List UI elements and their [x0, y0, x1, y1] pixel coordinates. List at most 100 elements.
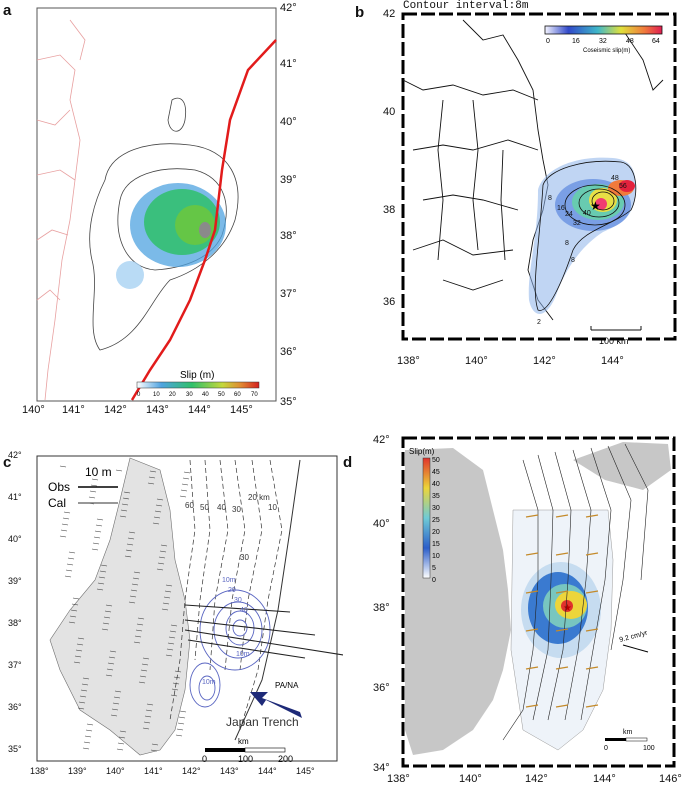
japan-trench-c	[234, 459, 301, 741]
velocity-vector	[525, 704, 539, 708]
station-arrow	[176, 728, 184, 731]
colorbar-d-tick: 35	[432, 493, 440, 500]
station-arrow	[111, 708, 119, 711]
scalebar-c-title: km	[238, 737, 249, 746]
station-arrow	[94, 530, 102, 533]
lat-tick: 37°	[8, 660, 22, 670]
lon-tick: 142°	[533, 355, 556, 367]
lat-tick: 39°	[8, 576, 22, 586]
velocity-arrow	[622, 644, 649, 653]
station-arrow	[182, 477, 190, 480]
station-arrow	[121, 503, 129, 506]
contour-label: 8	[565, 240, 569, 247]
velocity-vector	[555, 552, 569, 556]
station-arrow	[68, 551, 76, 554]
slip-label: 10m	[222, 577, 236, 584]
station-arrow	[119, 730, 127, 733]
depth-label: 40	[217, 503, 226, 512]
station-arrow	[106, 668, 114, 671]
lon-tick: 143°	[220, 766, 239, 776]
lon-tick: 143°	[146, 404, 169, 416]
prefecture-borders-b	[402, 19, 664, 321]
station-arrow	[63, 511, 71, 514]
station-arrow	[180, 489, 188, 492]
station-arrow	[118, 736, 126, 739]
station-arrow	[156, 498, 164, 501]
panel-c: c 10 m	[0, 430, 343, 789]
station-arrow	[179, 710, 187, 713]
station-arrow	[158, 556, 166, 559]
station-arrow	[91, 478, 99, 481]
station-arrow	[72, 597, 80, 600]
station-arrow	[102, 622, 110, 625]
colorbar-d-tick: 5	[432, 565, 436, 572]
station-arrow	[128, 601, 136, 604]
station-arrow	[150, 749, 158, 752]
station-arrow	[169, 630, 177, 633]
velocity-vector	[585, 514, 599, 518]
lat-tick: 39°	[280, 174, 297, 186]
station-arrow	[95, 524, 103, 527]
station-arrow	[161, 608, 169, 611]
station-arrow	[107, 662, 115, 665]
station-arrow	[175, 734, 183, 737]
colorbar-d-tick: 10	[432, 553, 440, 560]
station-arrow	[80, 689, 88, 692]
station-arrow	[127, 537, 135, 540]
station-arrow	[84, 735, 92, 738]
scalebar-d-title: km	[623, 729, 633, 736]
station-arrow	[105, 674, 113, 677]
colorbar-d-tick: 30	[432, 505, 440, 512]
station-arrow	[139, 675, 147, 678]
station-arrow	[68, 621, 76, 624]
station-arrow	[141, 663, 149, 666]
station-arrow	[75, 649, 83, 652]
station-arrow	[179, 495, 187, 498]
station-arrow	[119, 515, 127, 518]
velocity-vector	[555, 590, 569, 594]
station-arrow	[135, 629, 143, 632]
lat-tick: 36	[383, 296, 396, 308]
lat-tick: 40°	[373, 518, 390, 530]
colorbar-a-tick: 60	[234, 392, 241, 398]
depth-label: 30	[240, 553, 249, 562]
lat-tick: 40°	[280, 116, 297, 128]
station-arrow	[93, 536, 101, 539]
lon-tick: 138°	[397, 355, 420, 367]
panel-d-label: d	[343, 454, 353, 471]
station-arrow	[100, 564, 108, 567]
velocity-vector	[585, 552, 599, 556]
lon-tick: 144°	[593, 773, 616, 785]
station-arrow	[163, 596, 171, 599]
station-arrow	[77, 707, 85, 710]
station-arrow	[67, 557, 75, 560]
station-arrow	[97, 582, 105, 585]
station-arrow	[170, 694, 178, 697]
station-arrow	[183, 471, 191, 474]
scalebar-b-label: 100 km	[599, 336, 629, 346]
station-arrow	[104, 610, 112, 613]
colorbar-a-tick: 50	[218, 392, 225, 398]
colorbar-a-tick: 30	[186, 392, 193, 398]
depth-label: 50	[200, 503, 209, 512]
station-arrow	[96, 588, 104, 591]
lon-tick: 141°	[62, 404, 85, 416]
lon-tick: 138°	[30, 766, 49, 776]
contour-label: 8	[571, 257, 575, 264]
station-arrow	[125, 549, 133, 552]
lon-tick: 144°	[188, 404, 211, 416]
panel-d: d ★	[343, 430, 685, 789]
panel-b: b Contour interval:8m ★	[343, 0, 685, 430]
station-arrow	[99, 570, 107, 573]
station-arrow	[138, 681, 146, 684]
station-arrow	[130, 589, 138, 592]
station-arrow	[126, 543, 134, 546]
depth-label: 10	[268, 503, 277, 512]
station-arrow	[162, 602, 170, 605]
slip-label: 20	[228, 587, 236, 594]
station-arrow	[59, 465, 67, 468]
velocity-vector	[525, 552, 539, 556]
slip-label: 30	[234, 597, 242, 604]
